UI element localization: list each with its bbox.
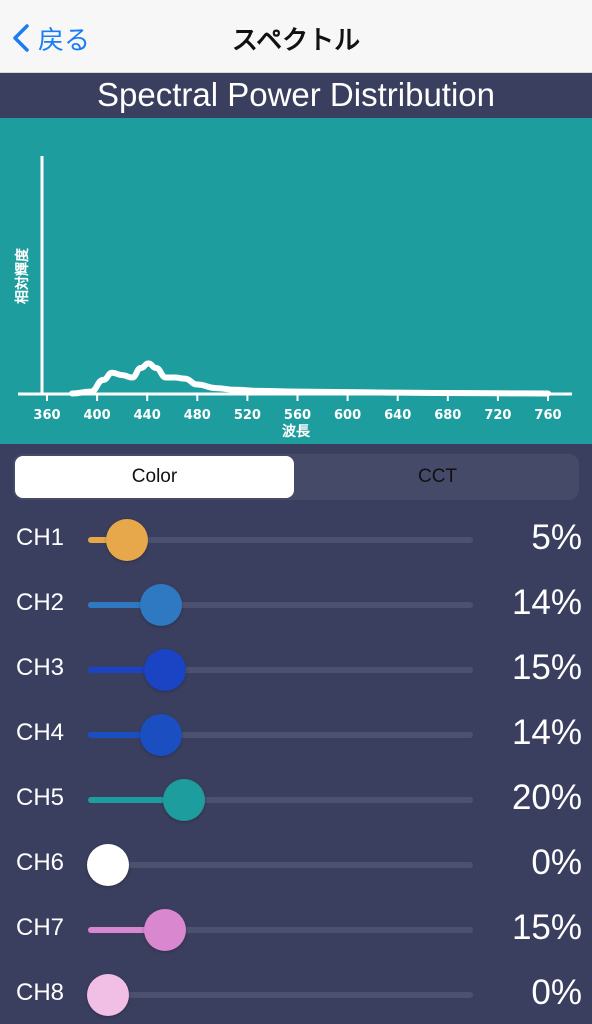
channel-row-ch6: CH6 0% xyxy=(0,840,592,890)
x-tick-label: 680 xyxy=(434,408,461,423)
chevron-left-icon xyxy=(13,24,29,52)
channel-value: 15% xyxy=(511,648,582,687)
channel-label: CH6 xyxy=(16,849,65,876)
navigation-bar: 戻る スペクトル xyxy=(0,0,592,73)
x-tick-label: 440 xyxy=(134,408,161,423)
spectral-chart: 相対輝度 波長 360 400 440 480 520 560 600 640 680 720 76… xyxy=(0,118,592,444)
slider-fill xyxy=(88,797,184,803)
back-label: 戻る xyxy=(38,24,91,55)
channel-slider[interactable] xyxy=(88,584,473,626)
channel-label: CH2 xyxy=(16,589,65,616)
page-title: スペクトル xyxy=(231,25,361,55)
y-axis-label: 相対輝度 xyxy=(14,247,31,304)
channel-slider[interactable] xyxy=(87,974,473,1016)
slider-fill xyxy=(88,602,162,608)
channel-value: 20% xyxy=(511,778,582,817)
channel-slider[interactable] xyxy=(87,844,473,886)
channel-value: 5% xyxy=(531,518,582,557)
slider-fill xyxy=(88,667,165,673)
channel-value: 14% xyxy=(511,583,582,622)
channel-row-ch1: CH1 5% xyxy=(0,515,592,565)
slider-thumb[interactable] xyxy=(106,519,148,561)
slider-thumb[interactable] xyxy=(144,909,186,951)
channel-label: CH5 xyxy=(16,784,65,811)
slider-thumb[interactable] xyxy=(87,974,129,1016)
channel-value: 0% xyxy=(531,973,582,1012)
channel-value: 15% xyxy=(511,908,582,947)
chart-title: Spectral Power Distribution xyxy=(97,76,495,113)
channel-value: 14% xyxy=(511,713,582,752)
channel-slider[interactable] xyxy=(88,714,473,756)
channel-label: CH8 xyxy=(16,979,65,1006)
slider-thumb[interactable] xyxy=(140,714,183,756)
channel-label: CH1 xyxy=(16,524,65,551)
channel-row-ch3: CH3 15% xyxy=(0,645,592,695)
channel-row-ch8: CH8 0% xyxy=(0,970,592,1020)
x-tick-label: 400 xyxy=(84,408,111,423)
slider-thumb[interactable] xyxy=(140,584,183,626)
mode-segmented-control: Color CCT xyxy=(13,454,579,500)
x-tick-label: 760 xyxy=(534,408,561,423)
channel-label: CH3 xyxy=(16,654,65,681)
x-tick-label: 640 xyxy=(384,408,411,423)
x-tick-label: 600 xyxy=(334,408,361,423)
x-tick-label: 360 xyxy=(33,408,60,423)
channel-slider[interactable] xyxy=(88,909,473,951)
channel-row-ch4: CH4 14% xyxy=(0,710,592,760)
x-tick-label: 560 xyxy=(284,408,311,423)
slider-fill xyxy=(88,732,162,738)
x-axis-label: 波長 xyxy=(282,423,311,440)
slider-thumb[interactable] xyxy=(144,649,186,691)
channel-slider[interactable] xyxy=(88,519,473,561)
channel-label: CH7 xyxy=(16,914,65,941)
x-tick-label: 520 xyxy=(234,408,261,423)
channel-slider[interactable] xyxy=(88,779,473,821)
slider-thumb[interactable] xyxy=(163,779,205,821)
channel-row-ch7: CH7 15% xyxy=(0,905,592,955)
slider-thumb[interactable] xyxy=(87,844,129,886)
x-tick-label: 720 xyxy=(484,408,511,423)
channel-row-ch2: CH2 14% xyxy=(0,580,592,630)
tab-color[interactable]: Color xyxy=(15,456,294,498)
x-tick-label: 480 xyxy=(184,408,211,423)
tab-cct[interactable]: CCT xyxy=(417,466,458,487)
channel-row-ch5: CH5 20% xyxy=(0,775,592,825)
series-line xyxy=(69,360,551,397)
spectral-chart-svg: 相対輝度 波長 360 400 440 480 520 560 600 640 680 720 76… xyxy=(14,156,572,440)
channel-slider[interactable] xyxy=(88,649,473,691)
back-button[interactable]: 戻る xyxy=(12,20,90,56)
channel-label: CH4 xyxy=(16,719,65,746)
slider-fill xyxy=(88,927,165,933)
channel-value: 0% xyxy=(531,843,582,882)
